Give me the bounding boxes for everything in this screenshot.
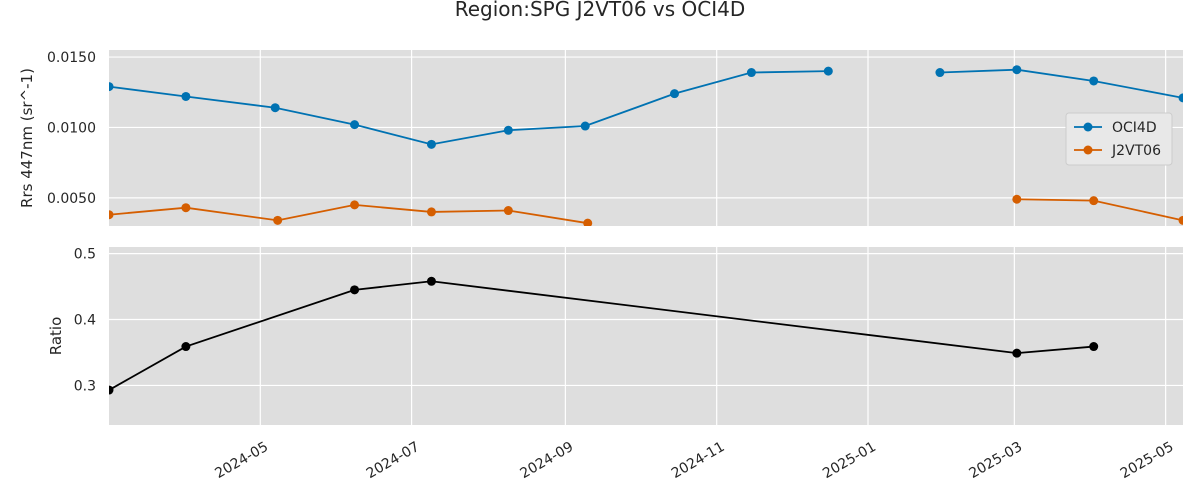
subplot-1: 0.0050 0.0100 0.0150 Rrs 447nm (sr^-1) OCI4D…: [18, 50, 1183, 226]
data-point: [503, 206, 513, 216]
x-tick-label: 2024-11: [669, 439, 728, 482]
data-point: [426, 207, 436, 217]
x-tick-label: 2024-09: [518, 439, 577, 482]
data-point: [350, 120, 360, 130]
legend-label: OCI4D: [1112, 120, 1157, 136]
y-axis-label: Rrs 447nm (sr^-1): [18, 68, 36, 208]
series-layer: [109, 276, 1099, 395]
series-line: [939, 68, 1183, 99]
data-point: [1012, 65, 1022, 75]
data-point: [746, 68, 756, 78]
series-line: [109, 70, 829, 146]
data-point: [426, 139, 436, 149]
y-tick-label: 0.4: [74, 313, 96, 329]
y-tick-label: 0.5: [74, 247, 96, 263]
y-tick-label: 0.0100: [47, 120, 96, 136]
data-point: [1089, 342, 1099, 352]
data-point: [350, 200, 360, 210]
data-point: [181, 203, 191, 213]
x-tick-label: 2025-03: [966, 439, 1025, 482]
legend-box: [1065, 112, 1173, 166]
data-point: [273, 215, 283, 225]
data-point: [181, 342, 191, 352]
series-line: [109, 280, 1094, 391]
data-point: [1178, 93, 1183, 103]
data-point: [350, 285, 360, 295]
data-point: [109, 385, 114, 395]
plot-background: [109, 50, 1183, 226]
data-point: [1012, 348, 1022, 358]
plot-background: [109, 247, 1183, 425]
data-point: [426, 276, 436, 286]
data-point: [1089, 76, 1099, 86]
x-tick-label: 2024-05: [212, 439, 271, 482]
data-point: [181, 91, 191, 101]
x-tick-label: 2025-05: [1118, 439, 1177, 482]
legend: OCI4D J2VT06: [1065, 112, 1173, 166]
x-tick-label: 2025-01: [820, 439, 879, 482]
data-point: [1012, 194, 1022, 204]
legend-marker: [1083, 145, 1093, 155]
data-point: [1178, 215, 1183, 225]
data-point: [580, 121, 590, 131]
data-point: [1089, 196, 1099, 206]
subplot-2: 0.3 0.4 0.5 Ratio: [47, 247, 1183, 425]
data-point: [670, 89, 680, 99]
y-tick-label: 0.0050: [47, 191, 96, 207]
data-point: [109, 82, 114, 92]
data-point: [109, 210, 114, 220]
series-layer: [109, 65, 1183, 226]
data-point: [270, 103, 280, 113]
data-point: [823, 66, 833, 76]
y-axis-label: Ratio: [47, 317, 65, 356]
data-point: [503, 125, 513, 135]
y-tick-label: 0.3: [74, 378, 96, 394]
data-point: [935, 68, 945, 78]
legend-marker: [1083, 122, 1093, 132]
legend-label: J2VT06: [1111, 143, 1161, 159]
data-point: [583, 218, 593, 226]
chart-title: Region:SPG J2VT06 vs OCI4D: [455, 0, 746, 21]
y-tick-label: 0.0150: [47, 50, 96, 66]
x-tick-label: 2024-07: [364, 439, 423, 482]
